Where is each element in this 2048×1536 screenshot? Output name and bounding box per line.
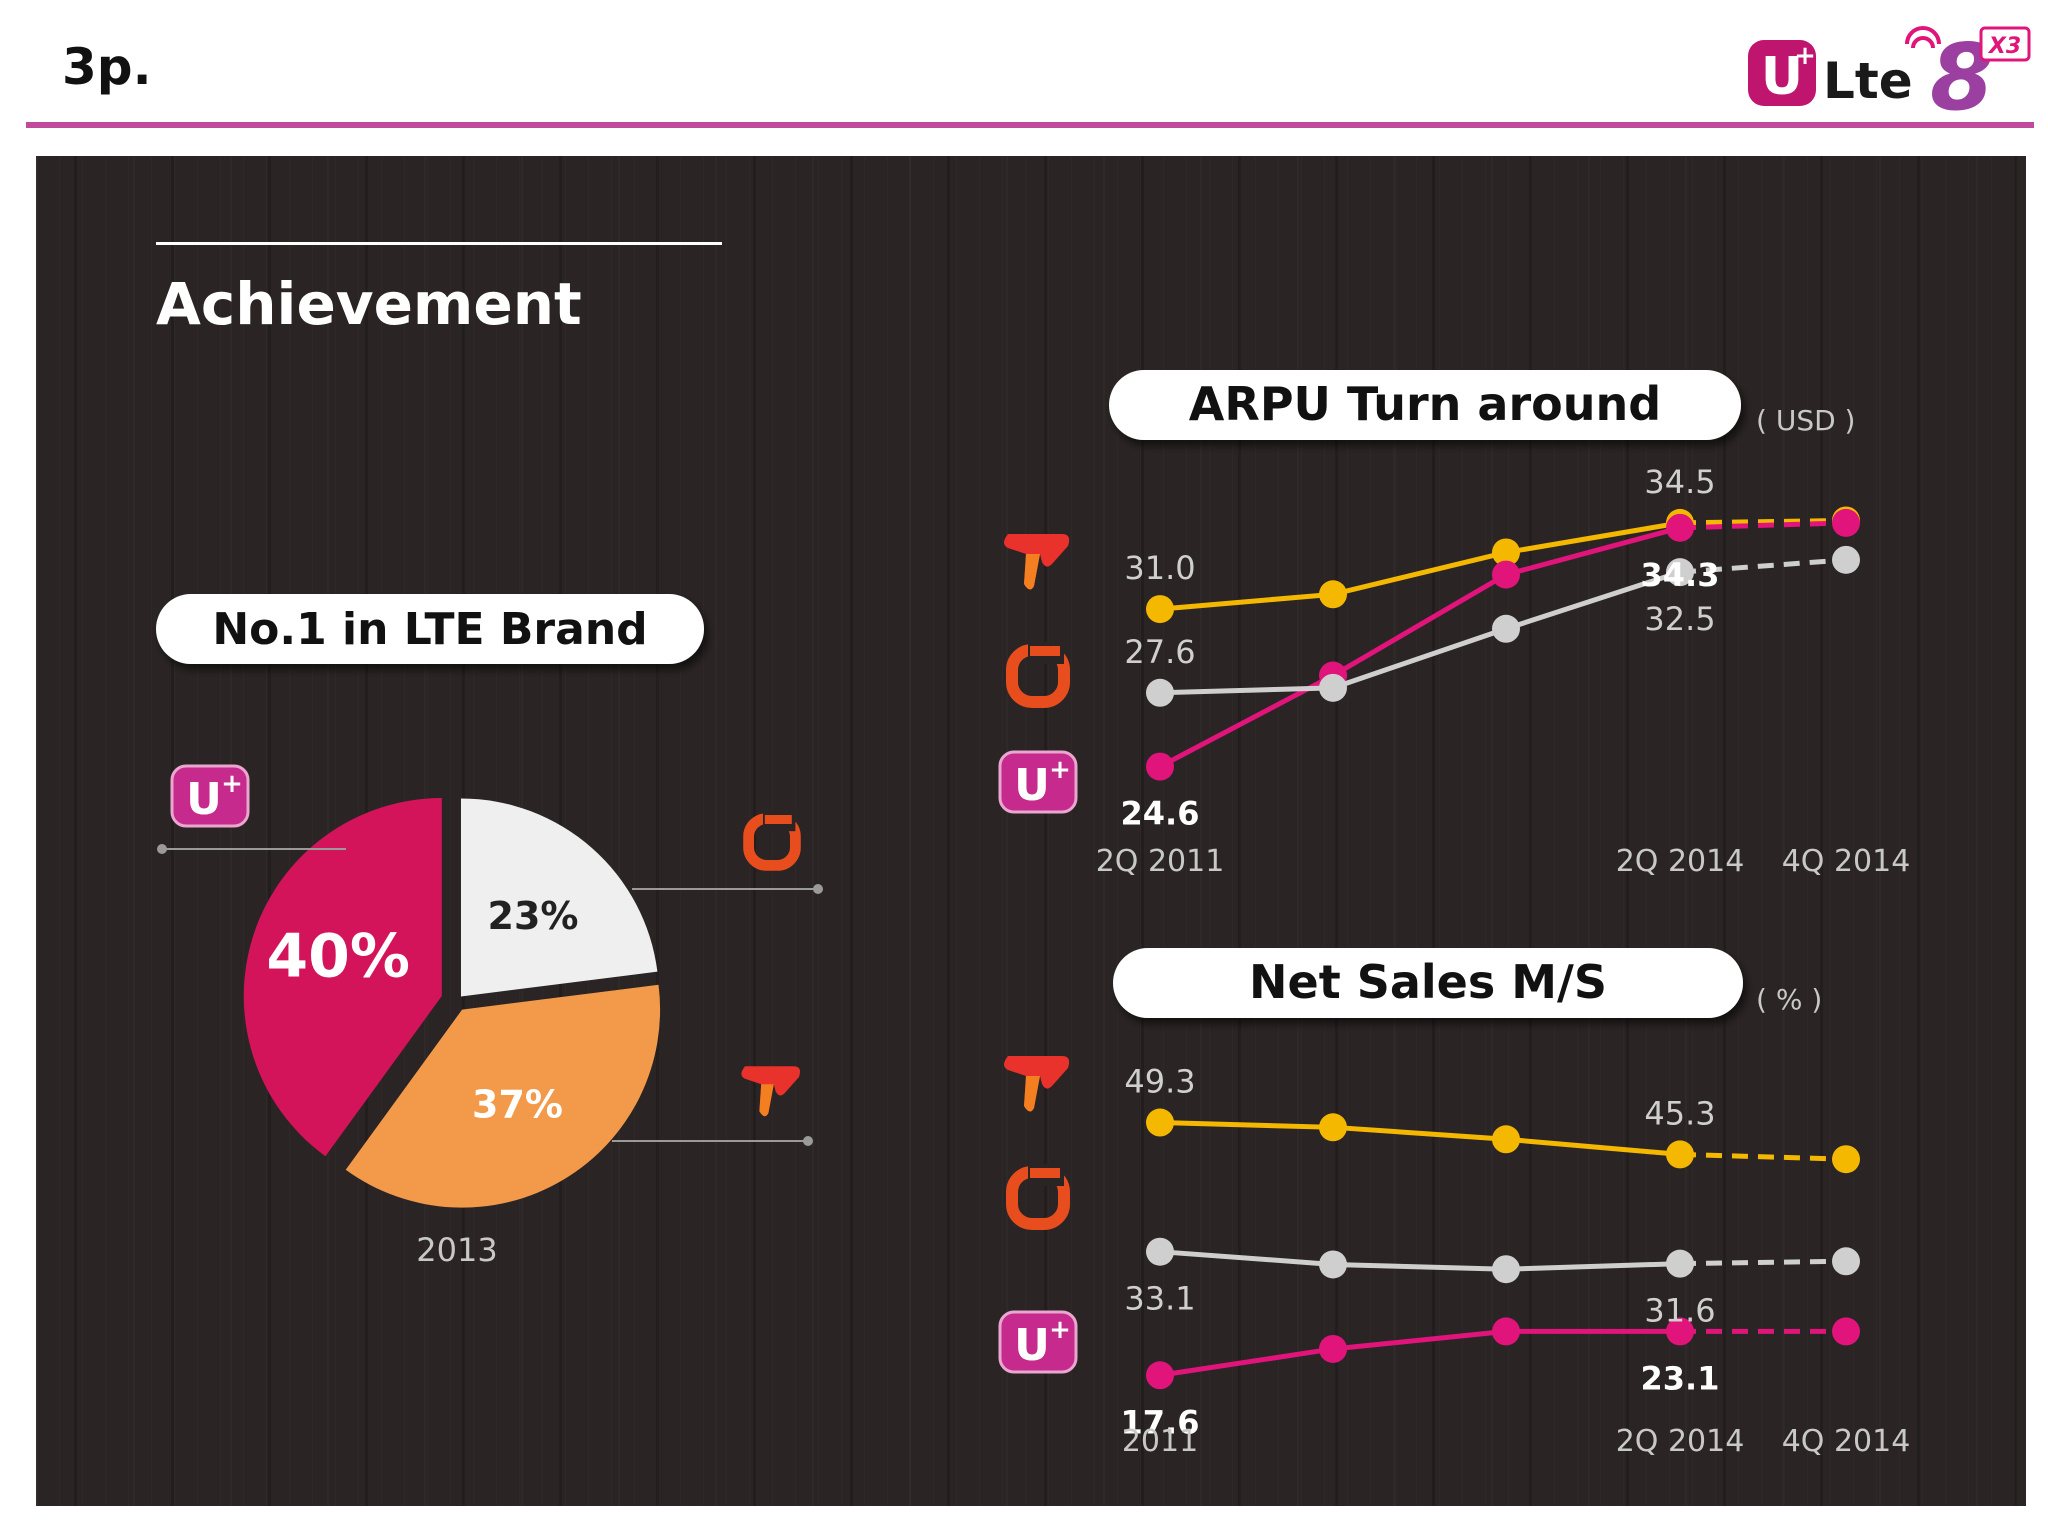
data-point-skt — [1319, 580, 1347, 609]
series-forecast-line-skt — [1679, 1151, 1847, 1162]
series-line-lgu — [1159, 1328, 1680, 1378]
kt-icon — [1012, 642, 1064, 702]
pie-title-pill — [156, 594, 704, 664]
x-tick-label: 2011 — [1122, 1424, 1198, 1459]
arpu-title-pill — [1109, 370, 1741, 440]
net-sales-unit: ( % ) — [1756, 983, 1822, 1016]
skt-icon — [1004, 1056, 1070, 1112]
pie-label-lgu: 40% — [266, 921, 410, 991]
data-point-skt — [1492, 1125, 1520, 1154]
data-point-skt — [1146, 595, 1174, 624]
pie-callout-dot — [157, 844, 167, 854]
series-line-lgu — [1158, 525, 1681, 769]
net-sales-title-pill — [1113, 948, 1743, 1018]
data-label: 34.3 — [1641, 556, 1720, 594]
logo-badge: X3 — [1987, 34, 2021, 59]
arpu-title: ARPU Turn around — [1189, 377, 1661, 431]
net-sales-title: Net Sales M/S — [1249, 955, 1607, 1009]
data-label: 17.6 — [1121, 1403, 1200, 1441]
data-point-lgu — [1666, 1317, 1694, 1346]
data-point-lgu — [1492, 1317, 1520, 1346]
pie-slice-lgu — [243, 798, 442, 1157]
data-label: 32.5 — [1644, 600, 1715, 638]
pie-label-kt: 23% — [488, 894, 579, 938]
arpu-unit: ( USD ) — [1756, 404, 1855, 437]
svg-text:+: + — [1794, 41, 1816, 71]
pie-callout-dot — [803, 1136, 813, 1146]
data-point-skt — [1832, 1145, 1860, 1174]
uplus-icon — [170, 764, 250, 828]
skt-icon — [741, 1066, 801, 1117]
uplus-lte8-logo: U + Lte 8 X3 — [1748, 24, 2031, 114]
data-point-lgu — [1832, 1317, 1860, 1346]
uplus-icon — [998, 1310, 1078, 1374]
pie-label-skt: 37% — [472, 1082, 563, 1126]
data-point-kt — [1319, 673, 1347, 702]
panel-canvas: U + Achievement No.1 in LTE Brand 23%37%… — [156, 242, 1911, 1459]
page-number: 3p. — [62, 38, 152, 96]
data-point-lgu — [1492, 560, 1520, 589]
data-point-skt — [1319, 1113, 1347, 1142]
series-line-kt — [1159, 569, 1681, 696]
pie-title: No.1 in LTE Brand — [212, 604, 647, 655]
data-point-skt — [1146, 1108, 1174, 1137]
x-tick-label: 2Q 2014 — [1616, 844, 1745, 879]
arpu-chart: ARPU Turn around ( USD ) 31.0 34.5 27.6 32.… — [998, 370, 1911, 879]
data-point-kt — [1492, 1255, 1520, 1284]
series-forecast-line-kt — [1679, 557, 1847, 575]
data-point-kt — [1492, 614, 1520, 643]
series-forecast-line-lgu — [1679, 520, 1847, 531]
title-rule — [156, 242, 722, 245]
data-point-lgu — [1832, 508, 1860, 537]
data-label: 49.3 — [1124, 1063, 1195, 1101]
svg-text:U: U — [1761, 47, 1803, 107]
data-label: 34.5 — [1644, 463, 1715, 501]
pie-callout-dot — [813, 884, 823, 894]
data-point-kt — [1319, 1250, 1347, 1279]
series-line-skt — [1159, 1120, 1681, 1157]
series-forecast-line-skt — [1679, 517, 1847, 526]
data-point-kt — [1146, 678, 1174, 707]
x-tick-label: 4Q 2014 — [1782, 1424, 1911, 1459]
data-point-kt — [1832, 545, 1860, 574]
x-tick-label: 2Q 2011 — [1096, 844, 1225, 879]
net-sales-chart: Net Sales M/S ( % ) 49.3 45.3 33.1 31.6 17.6… — [998, 948, 1911, 1459]
data-label: 31.6 — [1644, 1292, 1715, 1330]
skt-icon — [1004, 534, 1070, 590]
data-label: 45.3 — [1644, 1094, 1715, 1132]
uplus-icon — [998, 750, 1078, 814]
achievement-panel: U + Achievement No.1 in LTE Brand 23%37%… — [36, 156, 2026, 1506]
data-point-kt — [1832, 1247, 1860, 1276]
data-point-lgu — [1146, 752, 1174, 781]
pie-chart: No.1 in LTE Brand 23% 37% 40% 2013 — [156, 594, 823, 1269]
pie-year-label: 2013 — [416, 1231, 497, 1269]
x-tick-label: 2Q 2014 — [1616, 1424, 1745, 1459]
data-label: 24.6 — [1121, 795, 1200, 833]
data-point-skt — [1492, 538, 1520, 567]
series-line-skt — [1159, 520, 1681, 612]
data-point-kt — [1666, 558, 1694, 587]
header-rule — [26, 122, 2034, 128]
pie-slice-skt — [345, 984, 661, 1208]
data-label: 31.0 — [1124, 549, 1195, 587]
data-point-skt — [1666, 1140, 1694, 1169]
pie-slice-kt — [460, 798, 658, 997]
data-point-kt — [1666, 1249, 1694, 1278]
data-point-kt — [1146, 1237, 1174, 1266]
series-line-kt — [1159, 1249, 1681, 1272]
data-label: 27.6 — [1124, 633, 1195, 671]
x-tick-label: 4Q 2014 — [1782, 844, 1911, 879]
logo-text: Lte — [1823, 52, 1913, 110]
kt-icon — [749, 811, 796, 865]
data-label: 33.1 — [1124, 1280, 1195, 1318]
data-point-lgu — [1146, 1361, 1174, 1390]
section-title: Achievement — [156, 270, 582, 338]
series-forecast-line-kt — [1679, 1258, 1847, 1267]
data-label: 23.1 — [1641, 1359, 1720, 1397]
data-point-lgu — [1666, 513, 1694, 542]
kt-icon — [1012, 1164, 1064, 1224]
data-point-lgu — [1319, 1334, 1347, 1363]
